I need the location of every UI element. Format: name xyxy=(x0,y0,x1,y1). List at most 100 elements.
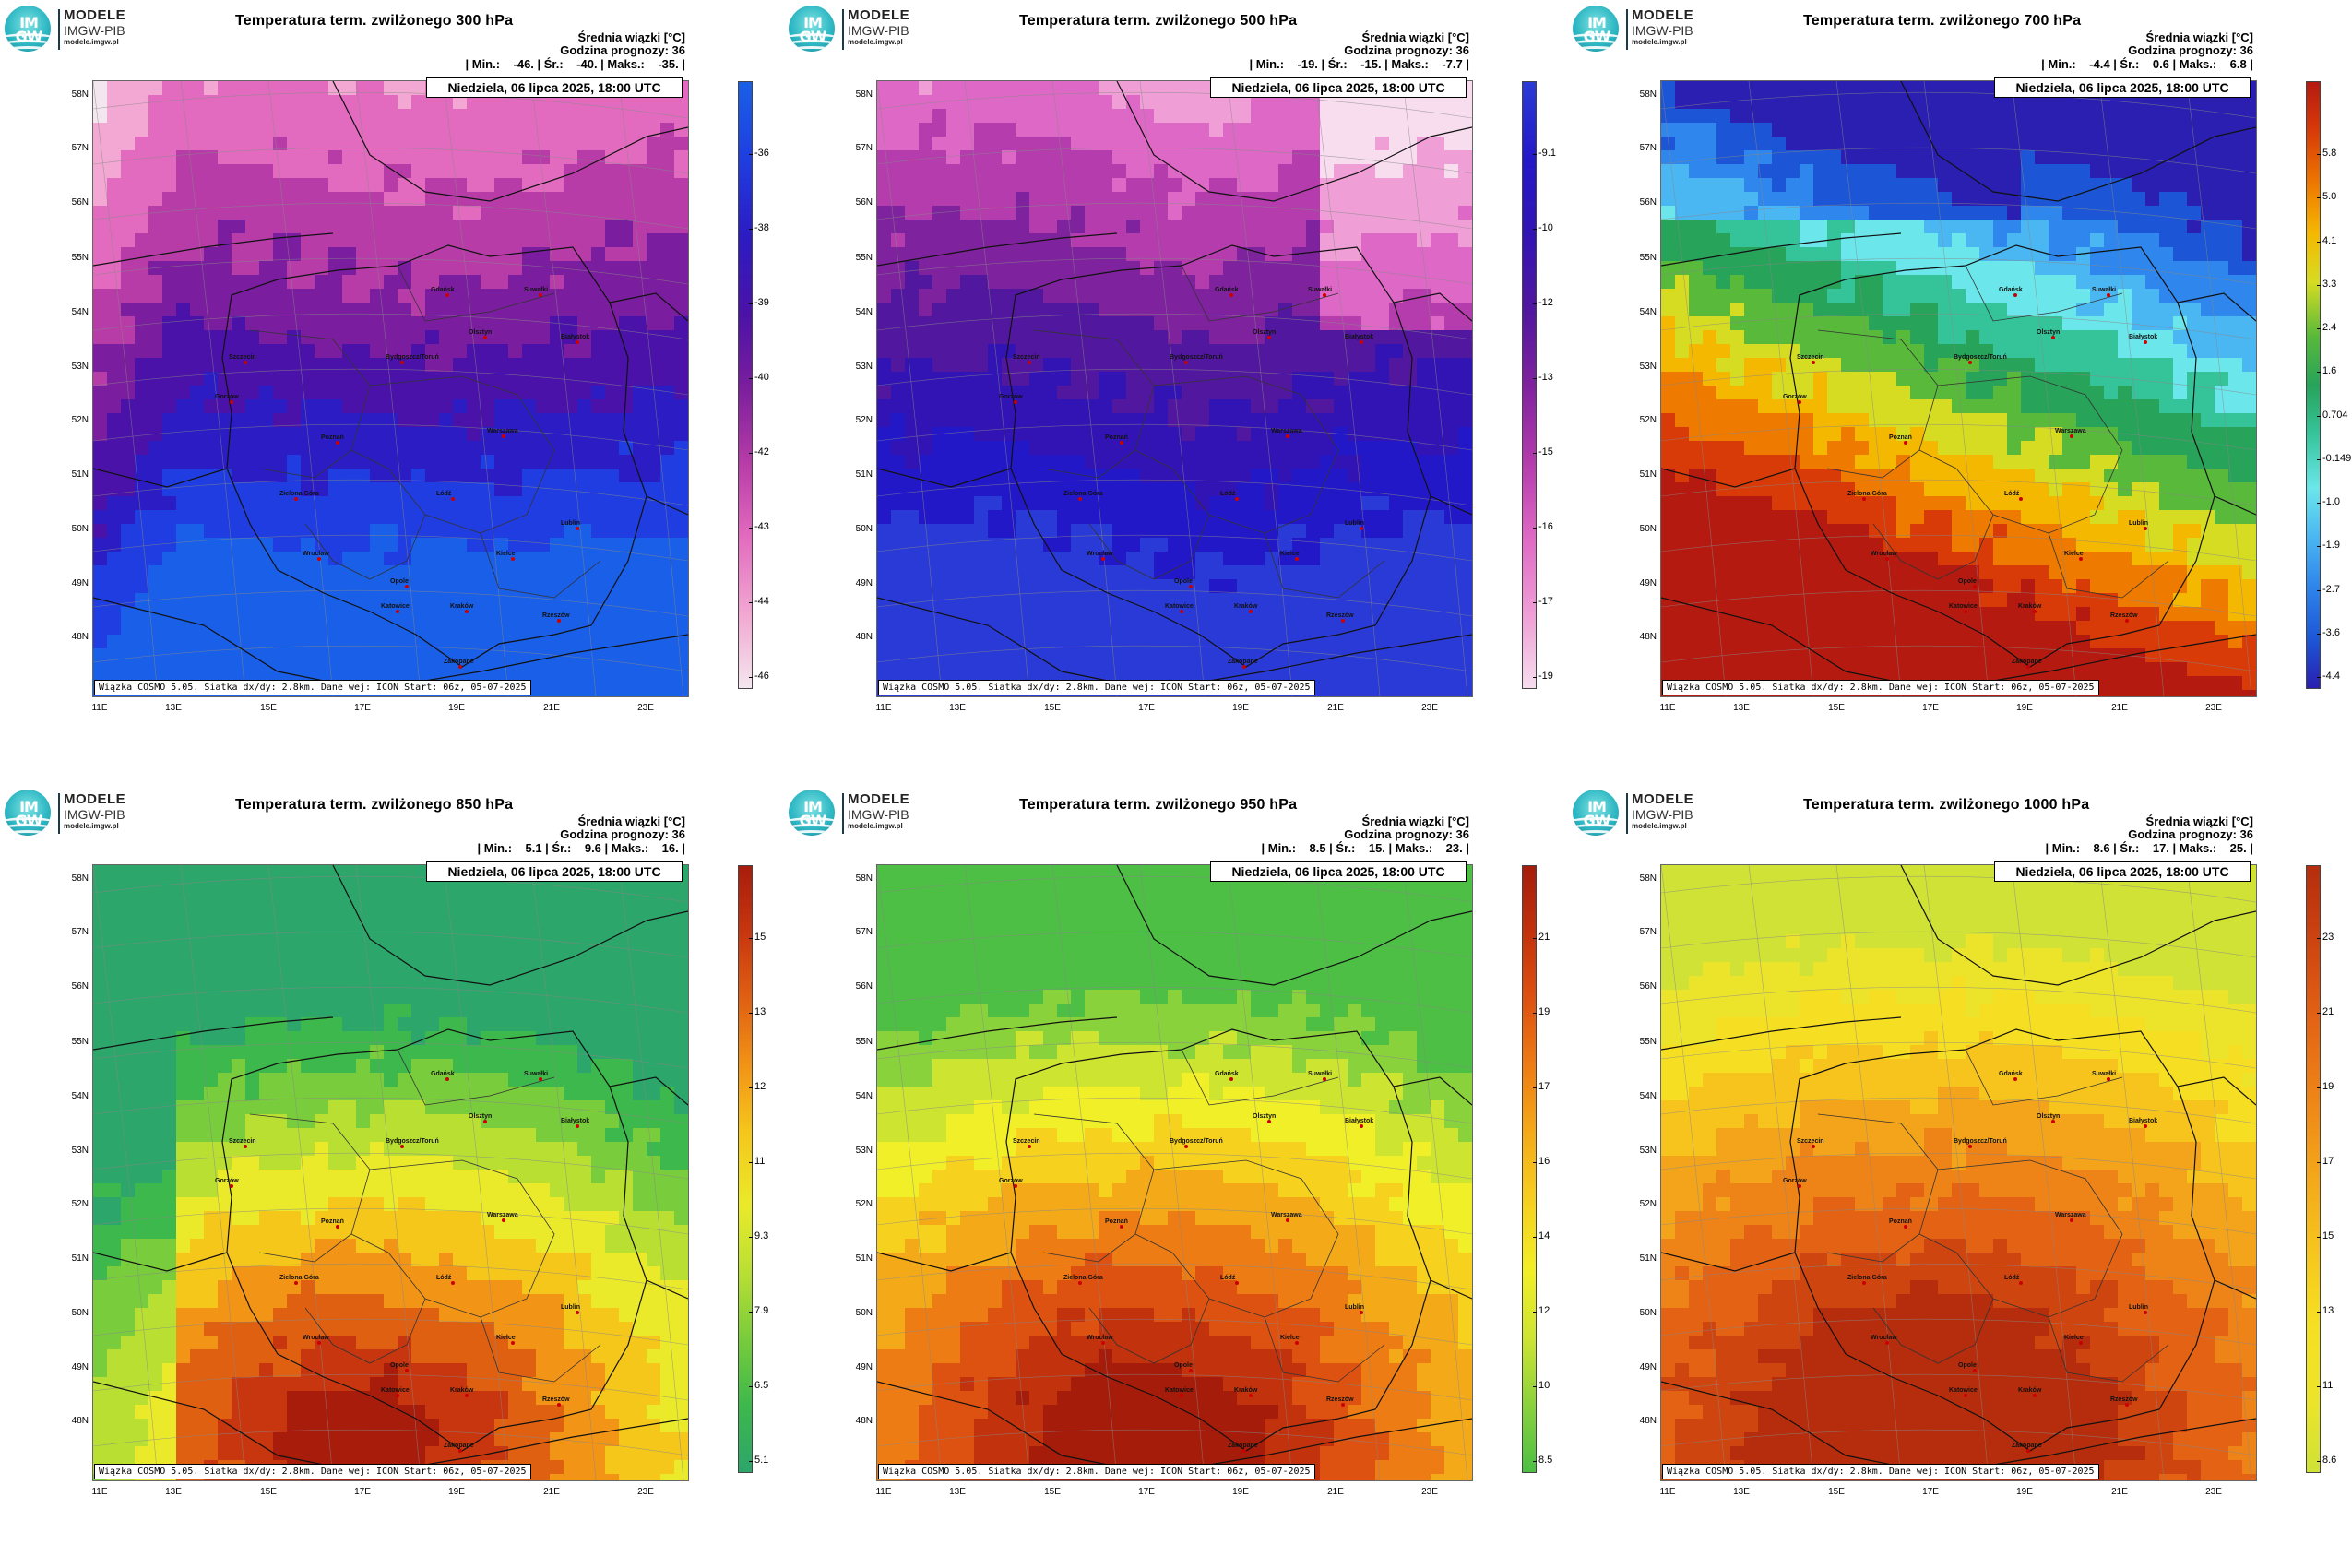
lat-tick-label: 53N xyxy=(71,362,89,372)
city-marker: Zakopane xyxy=(444,1443,474,1453)
city-marker: Białystok xyxy=(2129,334,2157,344)
colorbar-tick-label: 5.8 xyxy=(2316,148,2337,159)
city-marker: Suwałki xyxy=(524,1071,548,1081)
city-marker: Poznań xyxy=(1105,434,1128,445)
lon-tick-label: 11E xyxy=(91,703,108,713)
lat-tick-label: 58N xyxy=(855,873,873,884)
city-marker: Wrocław xyxy=(1871,1335,1897,1345)
colorbar-tick-label: -46 xyxy=(749,671,769,682)
lat-tick-label: 53N xyxy=(855,362,873,372)
colorbar-tick-label: -40 xyxy=(749,372,769,383)
forecast-map[interactable]: Gdańsk Olsztyn Suwałki Szczecin Bydgoszcz/To… xyxy=(92,80,689,697)
city-label: Rzeszów xyxy=(2110,1396,2138,1403)
city-marker: Katowice xyxy=(1949,1387,1978,1397)
colorbar-tick-label: 21 xyxy=(2316,1006,2334,1017)
forecast-hour: Godzina prognozy: 36 xyxy=(1344,43,1469,57)
imgw-logo-icon: IM GW xyxy=(1573,6,1619,52)
city-label: Olsztyn xyxy=(469,329,492,336)
logo-brand: MODELE xyxy=(848,7,910,23)
city-marker: Gdańsk xyxy=(1999,1071,2023,1081)
city-marker: Kielce xyxy=(496,551,516,561)
city-marker: Suwałki xyxy=(2092,287,2116,297)
logo-url[interactable]: modele.imgw.pl xyxy=(1632,38,1687,46)
city-label: Zielona Góra xyxy=(1847,1275,1887,1281)
model-footer: Wiązka COSMO 5.05. Siatka dx/dy: 2.8km. … xyxy=(94,680,531,695)
city-label: Warszawa xyxy=(487,428,518,434)
logo-url[interactable]: modele.imgw.pl xyxy=(848,38,903,46)
city-marker: Suwałki xyxy=(524,287,548,297)
lon-tick-label: 15E xyxy=(1044,1487,1061,1497)
forecast-map[interactable]: Gdańsk Olsztyn Suwałki Szczecin Bydgoszcz/To… xyxy=(1660,864,2257,1481)
city-label: Opole xyxy=(390,578,409,585)
imgw-logo[interactable]: IM GW MODELE IMGW-PIB modele.imgw.pl xyxy=(1573,788,1706,836)
city-marker: Lublin xyxy=(2129,520,2148,530)
city-label: Rzeszów xyxy=(1326,1396,1354,1403)
lon-tick-label: 11E xyxy=(91,1487,108,1497)
city-marker: Wrocław xyxy=(1087,1335,1113,1345)
colorbar-tick-label: -38 xyxy=(749,222,769,233)
map-canvas: Gdańsk Olsztyn Suwałki Szczecin Bydgoszcz/To… xyxy=(93,865,688,1480)
colorbar-tick-label: 9.3 xyxy=(748,1230,769,1241)
field-stats: | Min.: 5.1 | Śr.: 9.6 | Maks.: 16. | xyxy=(477,841,685,855)
logo-org: IMGW-PIB xyxy=(64,807,125,822)
city-marker: Kraków xyxy=(450,1387,474,1397)
colorbar-tick-label: 15 xyxy=(748,932,766,943)
imgw-logo[interactable]: IM GW MODELE IMGW-PIB modele.imgw.pl xyxy=(789,4,922,52)
lat-tick-label: 57N xyxy=(71,143,89,153)
lon-tick-label: 17E xyxy=(1922,703,1939,713)
city-label: Zielona Góra xyxy=(279,1275,319,1281)
city-label: Warszawa xyxy=(1271,428,1302,434)
city-marker: Olsztyn xyxy=(1253,329,1276,339)
city-label: Białystok xyxy=(561,1118,589,1124)
colorbar-tick-label: 3.3 xyxy=(2316,278,2337,290)
forecast-map[interactable]: Gdańsk Olsztyn Suwałki Szczecin Bydgoszcz/To… xyxy=(92,864,689,1481)
city-marker: Szczecin xyxy=(229,1138,256,1148)
lat-tick-label: 56N xyxy=(855,981,873,992)
city-marker: Suwałki xyxy=(2092,1071,2116,1081)
lat-tick-label: 51N xyxy=(71,1253,89,1264)
imgw-logo[interactable]: IM GW MODELE IMGW-PIB modele.imgw.pl xyxy=(789,788,922,836)
city-label: Lublin xyxy=(2129,1304,2148,1311)
city-label: Rzeszów xyxy=(542,612,570,619)
colorbar-tick-label: 8.6 xyxy=(2316,1455,2337,1466)
logo-url[interactable]: modele.imgw.pl xyxy=(1632,822,1687,830)
city-marker: Warszawa xyxy=(1271,1212,1302,1222)
lon-tick-label: 15E xyxy=(260,703,277,713)
logo-url[interactable]: modele.imgw.pl xyxy=(848,822,903,830)
imgw-logo[interactable]: IM GW MODELE IMGW-PIB modele.imgw.pl xyxy=(5,788,138,836)
colorbar-tick-label: 1.6 xyxy=(2316,365,2337,377)
city-label: Olsztyn xyxy=(1253,329,1276,336)
logo-url[interactable]: modele.imgw.pl xyxy=(64,822,119,830)
city-label: Rzeszów xyxy=(542,1396,570,1403)
city-marker: Zielona Góra xyxy=(279,1275,319,1285)
lon-tick-label: 13E xyxy=(949,1487,966,1497)
lat-tick-label: 56N xyxy=(855,197,873,208)
lat-tick-label: 49N xyxy=(855,578,873,588)
lon-tick-label: 13E xyxy=(949,703,966,713)
city-marker: Warszawa xyxy=(1271,428,1302,438)
city-label: Lublin xyxy=(561,520,580,527)
city-label: Poznań xyxy=(1105,434,1128,441)
lat-tick-label: 50N xyxy=(855,524,873,534)
forecast-map[interactable]: Gdańsk Olsztyn Suwałki Szczecin Bydgoszcz/To… xyxy=(876,80,1473,697)
lat-tick-label: 52N xyxy=(71,1199,89,1209)
colorbar-tick-label: 4.1 xyxy=(2316,234,2337,246)
imgw-logo[interactable]: IM GW MODELE IMGW-PIB modele.imgw.pl xyxy=(1573,4,1706,52)
logo-url[interactable]: modele.imgw.pl xyxy=(64,38,119,46)
lat-tick-label: 53N xyxy=(71,1146,89,1156)
city-marker: Białystok xyxy=(561,334,589,344)
lon-tick-label: 19E xyxy=(448,703,465,713)
forecast-map[interactable]: Gdańsk Olsztyn Suwałki Szczecin Bydgoszcz/To… xyxy=(876,864,1473,1481)
colorbar-tick-label: 12 xyxy=(748,1081,766,1092)
city-marker: Opole xyxy=(1174,1362,1193,1372)
lon-tick-label: 19E xyxy=(2016,1487,2033,1497)
city-marker: Rzeszów xyxy=(542,612,570,623)
city-label: Suwałki xyxy=(1308,287,1332,293)
valid-date: Niedziela, 06 lipca 2025, 18:00 UTC xyxy=(426,77,683,98)
colorbar xyxy=(738,865,753,1473)
imgw-logo[interactable]: IM GW MODELE IMGW-PIB modele.imgw.pl xyxy=(5,4,138,52)
city-label: Łódź xyxy=(1220,491,1236,497)
lon-tick-label: 13E xyxy=(165,703,182,713)
lat-tick-label: 58N xyxy=(71,89,89,100)
forecast-map[interactable]: Gdańsk Olsztyn Suwałki Szczecin Bydgoszcz/To… xyxy=(1660,80,2257,697)
